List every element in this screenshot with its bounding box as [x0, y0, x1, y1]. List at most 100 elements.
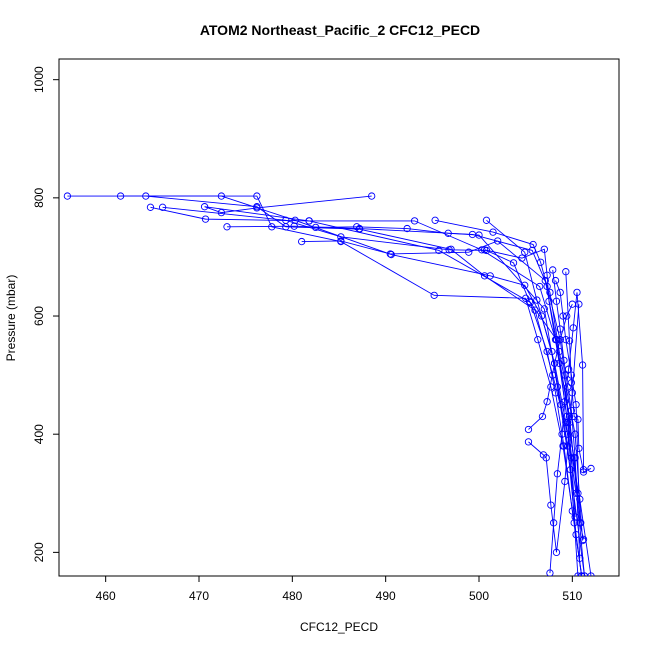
data-point	[524, 425, 533, 434]
data-point	[201, 215, 210, 223]
data-point	[534, 336, 542, 344]
data-point	[337, 233, 345, 241]
data-point	[579, 465, 588, 474]
series-line-18	[552, 269, 581, 559]
data-point	[574, 415, 582, 424]
data-point	[494, 237, 502, 245]
data-point	[542, 454, 550, 462]
data-point	[312, 223, 320, 232]
data-point	[475, 231, 483, 239]
y-tick-label: 800	[32, 188, 46, 208]
data-point	[63, 192, 72, 200]
series-line-14	[528, 304, 573, 430]
data-point	[564, 418, 572, 427]
plot-frame	[58, 58, 620, 577]
data-point	[572, 400, 580, 409]
data-point	[305, 217, 313, 225]
data-point	[551, 276, 560, 285]
data-point	[540, 305, 548, 313]
data-point	[518, 254, 526, 262]
data-layer	[63, 192, 595, 576]
series-line-9	[315, 226, 585, 576]
x-axis: 460 470 480 490 500 510	[96, 576, 583, 603]
x-tick-label: 470	[189, 589, 209, 603]
y-tick-label: 200	[32, 542, 46, 562]
data-point	[576, 554, 584, 562]
data-point	[116, 192, 125, 200]
x-tick-label: 490	[376, 589, 396, 603]
data-point	[567, 406, 576, 415]
data-point	[560, 356, 568, 364]
data-point	[556, 325, 564, 333]
data-point	[567, 379, 576, 387]
data-point	[521, 248, 529, 256]
series-line-3	[120, 195, 583, 576]
data-point	[353, 223, 361, 231]
x-tick-label: 480	[282, 589, 302, 603]
data-point	[524, 438, 533, 446]
data-point	[552, 548, 561, 557]
data-point	[387, 250, 395, 259]
data-point	[158, 203, 167, 211]
data-point	[546, 288, 554, 297]
y-tick-label: 600	[32, 306, 46, 326]
data-point	[576, 519, 584, 527]
data-point	[536, 282, 544, 291]
data-point	[545, 297, 553, 305]
data-point	[579, 535, 588, 544]
series-line-17	[555, 280, 584, 540]
data-point	[435, 246, 443, 255]
data-point	[536, 258, 545, 266]
data-point	[531, 306, 539, 314]
data-point	[430, 291, 438, 299]
data-point	[571, 513, 579, 521]
data-point	[553, 470, 562, 478]
data-point	[486, 272, 494, 280]
data-point	[290, 222, 298, 230]
data-point	[552, 336, 561, 344]
data-point	[465, 248, 473, 256]
data-point	[561, 398, 569, 406]
data-point	[571, 454, 579, 462]
data-point	[567, 371, 576, 379]
y-axis-label: Pressure (mbar)	[4, 275, 18, 362]
data-point	[253, 203, 261, 211]
data-point	[142, 192, 150, 200]
series-line-8	[301, 240, 579, 494]
data-point	[540, 245, 548, 253]
data-point	[549, 266, 557, 274]
data-point	[552, 297, 561, 305]
x-tick-label: 500	[469, 589, 489, 603]
y-tick-label: 400	[32, 424, 46, 444]
data-point	[386, 250, 394, 258]
data-point	[572, 530, 580, 539]
data-point	[444, 229, 452, 237]
y-axis: 200 400 600 800 1000	[32, 66, 59, 562]
data-point	[200, 203, 209, 211]
data-point	[253, 192, 261, 200]
data-point	[529, 240, 537, 249]
series-line-6	[162, 206, 582, 523]
data-point	[543, 398, 551, 406]
data-point	[578, 572, 586, 576]
series-line-15	[549, 292, 584, 574]
data-point	[223, 223, 231, 231]
data-point	[556, 336, 564, 344]
data-point	[559, 312, 567, 320]
data-point	[569, 324, 577, 332]
data-point	[489, 228, 497, 236]
data-point	[579, 468, 588, 476]
data-point	[563, 312, 571, 320]
data-point	[431, 216, 439, 224]
data-point	[573, 288, 581, 297]
data-point	[525, 297, 534, 305]
x-tick-label: 510	[562, 589, 582, 603]
data-point	[574, 572, 582, 576]
data-point	[562, 268, 570, 276]
x-axis-label: CFC12_PECD	[300, 620, 378, 634]
data-point	[574, 489, 582, 497]
y-tick-label: 1000	[32, 66, 46, 93]
data-point	[561, 477, 569, 486]
data-point	[543, 282, 551, 291]
